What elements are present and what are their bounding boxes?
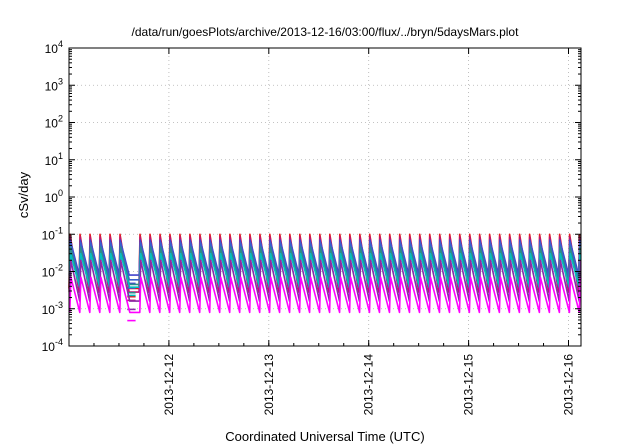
- x-tick-labels: 2013-12-12 2013-12-13 2013-12-14 2013-12-15…: [162, 354, 576, 416]
- y-tick-label: 103: [45, 76, 63, 93]
- x-tick-label: 2013-12-13: [262, 354, 276, 416]
- grid: [69, 48, 581, 346]
- y-tick-label: 102: [45, 114, 63, 131]
- series-group: [68, 233, 582, 322]
- x-axis-label: Coordinated Universal Time (UTC): [225, 429, 424, 444]
- series-line: [68, 236, 581, 293]
- x-tick-label: 2013-12-12: [162, 354, 176, 416]
- y-axis-label: cSv/day: [16, 171, 31, 218]
- y-tick-label: 10-3: [42, 300, 63, 317]
- y-tick-label: 100: [45, 188, 63, 205]
- series-line: [69, 276, 582, 314]
- y-tick-label: 10-4: [42, 337, 63, 354]
- tick-marks: [68, 47, 581, 347]
- x-tick-label: 2013-12-14: [362, 354, 376, 416]
- y-tick-labels: 10-4 10-3 10-2 10-1 100 101 102 103 104: [42, 39, 63, 354]
- y-tick-label: 104: [45, 39, 63, 56]
- x-tick-label: 2013-12-15: [462, 354, 476, 416]
- y-tick-label: 10-2: [42, 263, 63, 280]
- x-tick-label: 2013-12-16: [562, 354, 576, 416]
- y-tick-label: 10-1: [42, 225, 63, 242]
- chart-title: /data/run/goesPlots/archive/2013-12-16/0…: [132, 25, 520, 39]
- y-tick-label: 101: [45, 151, 63, 168]
